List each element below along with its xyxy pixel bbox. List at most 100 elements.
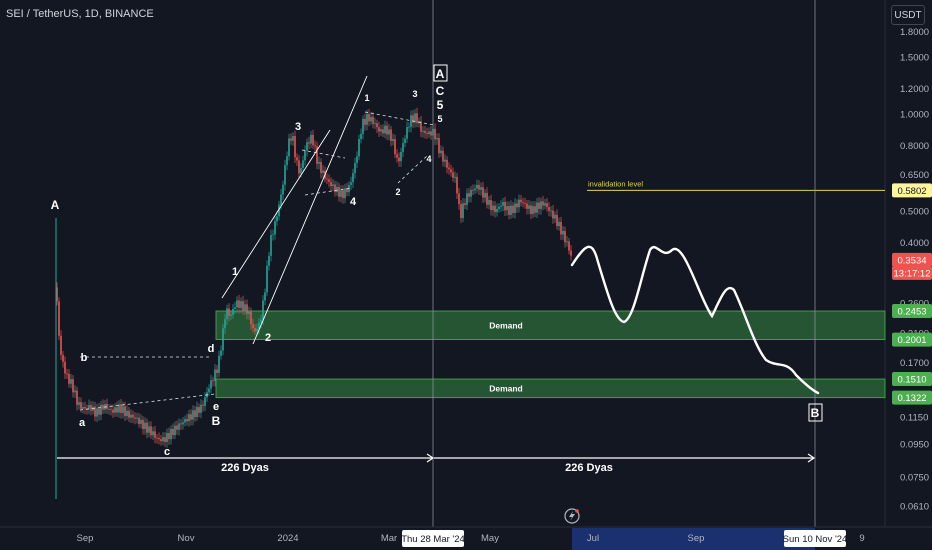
price-tick-label: 0.1700 — [900, 358, 929, 369]
candle-body — [546, 203, 548, 208]
candle-body — [424, 130, 426, 134]
wave-label-box — [808, 403, 823, 422]
candle-body — [110, 408, 112, 410]
candle-body — [252, 324, 254, 328]
candle-body — [186, 419, 188, 422]
candle-body — [548, 207, 550, 211]
price-tick-label: 1.8000 — [900, 27, 929, 38]
wave-label: 3 — [412, 89, 417, 99]
candle-body — [134, 417, 136, 419]
candle-body — [250, 311, 252, 325]
candle-body — [326, 178, 328, 180]
candle-body — [364, 118, 366, 125]
crosshair-time-tag — [402, 530, 464, 547]
price-tick-label: 1.5000 — [900, 53, 929, 64]
candle-body — [132, 414, 134, 418]
candle-body — [392, 139, 394, 141]
candle-body — [152, 431, 154, 436]
candle-body — [552, 210, 554, 219]
candle-body — [458, 193, 460, 205]
candle-body — [88, 405, 90, 409]
price-tag — [892, 183, 932, 198]
candle-body — [338, 186, 340, 197]
candle-body — [366, 114, 368, 125]
time-tick-label: Jul — [587, 533, 599, 544]
candle-body — [274, 221, 276, 235]
candle-body — [490, 200, 492, 211]
candle-body — [108, 408, 110, 410]
wave-label: 2 — [265, 332, 271, 344]
demand-zone — [215, 310, 886, 340]
candle-body — [254, 327, 256, 332]
price-tag — [892, 372, 932, 387]
candle-body — [168, 433, 170, 440]
candle-body — [508, 206, 510, 215]
candle-body — [270, 234, 272, 256]
time-tick-label: Sep — [77, 533, 94, 544]
candle-body — [540, 201, 542, 209]
candle-body — [128, 410, 130, 418]
candle-body — [432, 128, 434, 136]
projection-time-label: Sun 10 Nov '24 — [783, 534, 848, 545]
projection-time-tag — [784, 530, 846, 547]
duration-label-1: 226 Dyas — [221, 462, 269, 474]
duration-arrow-1-head — [426, 453, 435, 463]
demand-zone-label: Demand — [489, 383, 523, 393]
candle-body — [360, 133, 362, 140]
candle-body — [376, 123, 378, 128]
wave-label: 1 — [232, 266, 238, 278]
channel-lower-line — [221, 129, 331, 299]
candle-body — [122, 406, 124, 413]
candle-body — [316, 146, 318, 164]
dashed-line — [397, 154, 429, 184]
time-tick-label: Nov — [178, 533, 195, 544]
candle-body — [512, 205, 514, 213]
price-tick-label: 0.8000 — [900, 141, 929, 152]
candle-body — [532, 206, 534, 214]
candle-body — [138, 417, 140, 424]
candle-body — [452, 172, 454, 178]
candle-body — [282, 184, 284, 195]
price-tick-label: 0.0950 — [900, 440, 929, 451]
candle-body — [180, 423, 182, 425]
candle-body — [350, 182, 352, 185]
candle-body — [314, 145, 316, 147]
currency-button[interactable]: USDT — [891, 5, 925, 25]
candle-body — [78, 402, 80, 405]
duration-label-2: 226 Dyas — [565, 462, 613, 474]
candle-body — [504, 202, 506, 211]
candle-body — [216, 369, 218, 373]
candle-body — [334, 184, 336, 193]
candle-body — [64, 361, 66, 374]
price-tag-label: 0.3534 — [897, 255, 926, 266]
candle-body — [174, 425, 176, 436]
candle-body — [562, 230, 564, 235]
candle-body — [510, 205, 512, 215]
candle-body — [414, 113, 416, 123]
time-tick-label: Sep — [688, 533, 705, 544]
candle-body — [524, 203, 526, 204]
candle-body — [408, 126, 410, 128]
candle-body — [570, 250, 572, 256]
price-tag-label: 0.1510 — [897, 375, 926, 386]
candle-body — [464, 203, 466, 205]
candle-body — [436, 138, 438, 140]
candle-body — [476, 184, 478, 189]
candle-body — [248, 311, 250, 314]
invalidation-label: invalidation level — [588, 179, 643, 188]
candle-body — [286, 156, 288, 166]
candle-body — [232, 308, 234, 315]
candle-body — [466, 193, 468, 205]
candle-body — [114, 407, 116, 413]
projection-path — [570, 245, 820, 395]
candle-body — [426, 133, 428, 135]
candle-body — [68, 373, 70, 384]
candle-body — [488, 200, 490, 205]
price-tick-label: 0.2600 — [900, 298, 929, 309]
wave-label: 4 — [426, 154, 431, 164]
wave-label: 3 — [295, 121, 301, 133]
candle-body — [380, 129, 382, 132]
candle-body — [472, 189, 474, 191]
candle-body — [210, 380, 212, 389]
